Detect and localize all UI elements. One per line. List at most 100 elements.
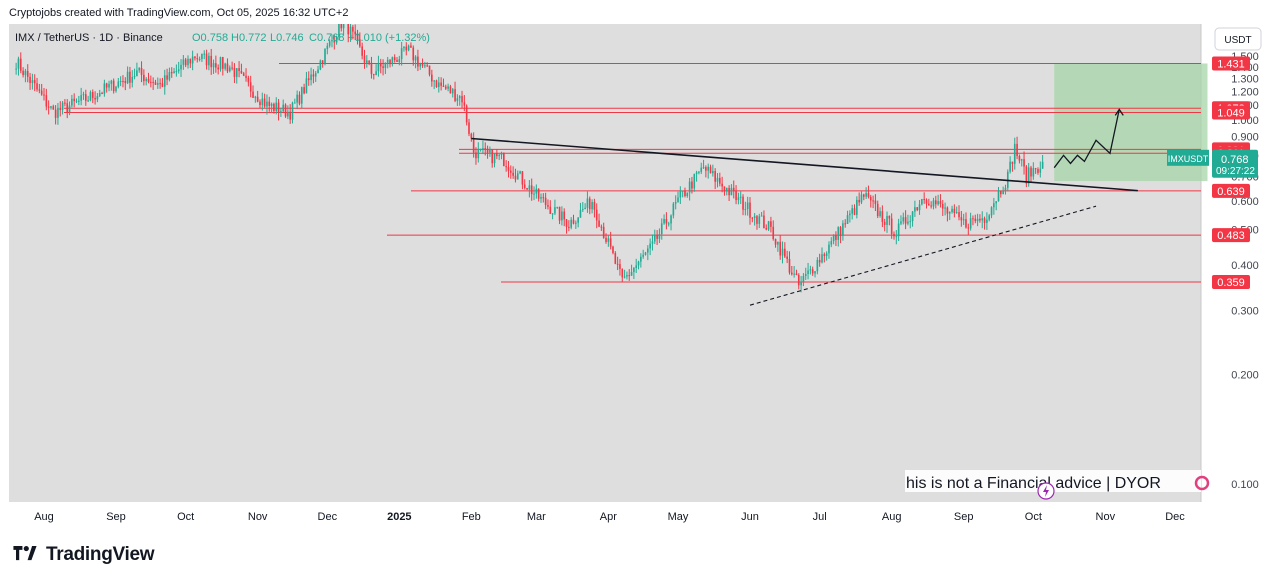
candle-body [428,65,431,75]
legend-item: IMX / TetherUS · 1D · Binance [15,32,163,44]
level-tag [1212,105,1250,120]
currency-badge-label: USDT [1224,35,1251,46]
candle-body [498,154,500,157]
candle-body [1020,159,1023,161]
candle-body [50,106,52,108]
candle-body [549,206,552,214]
candle-body [881,211,884,222]
candle-body [261,98,264,106]
candle-body [537,188,540,199]
candle-body [352,26,354,32]
candle-body [377,63,380,72]
chart-panel[interactable]: 1.5001.4001.3001.2001.1001.0000.9000.800… [9,24,1271,528]
candle-body [786,256,788,259]
candle-body [119,80,122,82]
candle-body [651,241,654,244]
candle-body [907,221,909,224]
candle-body [59,107,62,110]
candle-body [911,211,914,222]
candle-body [904,217,907,224]
candle-body [1023,159,1025,167]
candle-body [575,222,577,224]
candle-body [205,53,208,66]
candle-body [254,96,257,98]
candle-body [1009,161,1011,172]
candle-body [98,92,101,97]
candle-body [728,187,730,196]
time-axis-tick: Dec [1165,511,1185,523]
candle-body [719,177,721,184]
candle-body [170,72,173,74]
candle-body [187,58,189,66]
candle-body [273,103,275,111]
candle-body [103,83,106,94]
candle-body [131,76,134,83]
price-chart[interactable]: 1.5001.4001.3001.2001.1001.0000.9000.800… [9,24,1271,528]
last-price-tag [1212,149,1258,178]
candle-body [967,227,970,229]
candle-body [526,187,528,190]
candle-body [324,49,326,64]
legend-item: O0.758 [192,32,228,44]
candle-body [995,201,997,204]
candle-body [359,39,361,47]
candle-body [746,202,749,210]
candle-body [804,273,807,276]
candle-body [493,153,496,164]
candle-body [751,217,754,219]
candle-body [365,60,368,63]
candle-body [368,60,370,63]
candle-body [282,104,285,112]
candle-body [424,65,426,67]
candle-body [331,40,333,42]
candle-body [965,219,967,228]
candle-body [563,211,566,220]
candle-body [663,219,665,224]
candle-body [609,238,612,247]
candle-body [554,207,556,214]
candle-body [338,24,340,38]
candle-body [974,218,977,222]
candle-body [876,203,879,217]
candle-body [872,200,874,202]
candle-body [500,153,503,155]
candle-body [64,102,66,104]
candle-body [519,171,521,174]
candle-body [691,181,693,189]
candle-body [767,221,770,230]
candle-body [156,83,159,85]
candle-body [19,58,22,71]
candle-body [997,190,1000,202]
candle-body [512,172,514,176]
time-axis-tick: Nov [1096,511,1116,523]
candle-body [117,81,120,87]
candle-body [925,199,928,204]
level-tag-label: 1.049 [1217,108,1245,120]
candle-body [215,63,217,68]
candle-body [266,101,268,107]
candle-body [1002,191,1004,195]
candle-body [858,199,860,203]
candle-body [612,246,614,254]
candle-body [897,223,900,237]
candle-body [928,203,930,206]
candle-body [934,200,937,205]
candle-body [633,268,635,273]
candle-body [68,105,71,113]
candle-body [509,170,512,173]
candle-body [577,217,579,223]
candle-body [335,37,338,43]
candle-body [263,98,266,107]
candle-body [89,92,92,101]
candle-body [939,201,942,204]
candle-body [623,276,626,278]
candle-body [993,203,995,208]
candle-body [653,235,656,242]
candle-body [87,100,89,102]
candle-body [672,203,675,216]
candle-body [105,83,108,88]
candle-body [744,209,747,211]
candle-body [602,226,605,238]
candle-body [43,94,45,96]
candle-body [867,193,870,197]
